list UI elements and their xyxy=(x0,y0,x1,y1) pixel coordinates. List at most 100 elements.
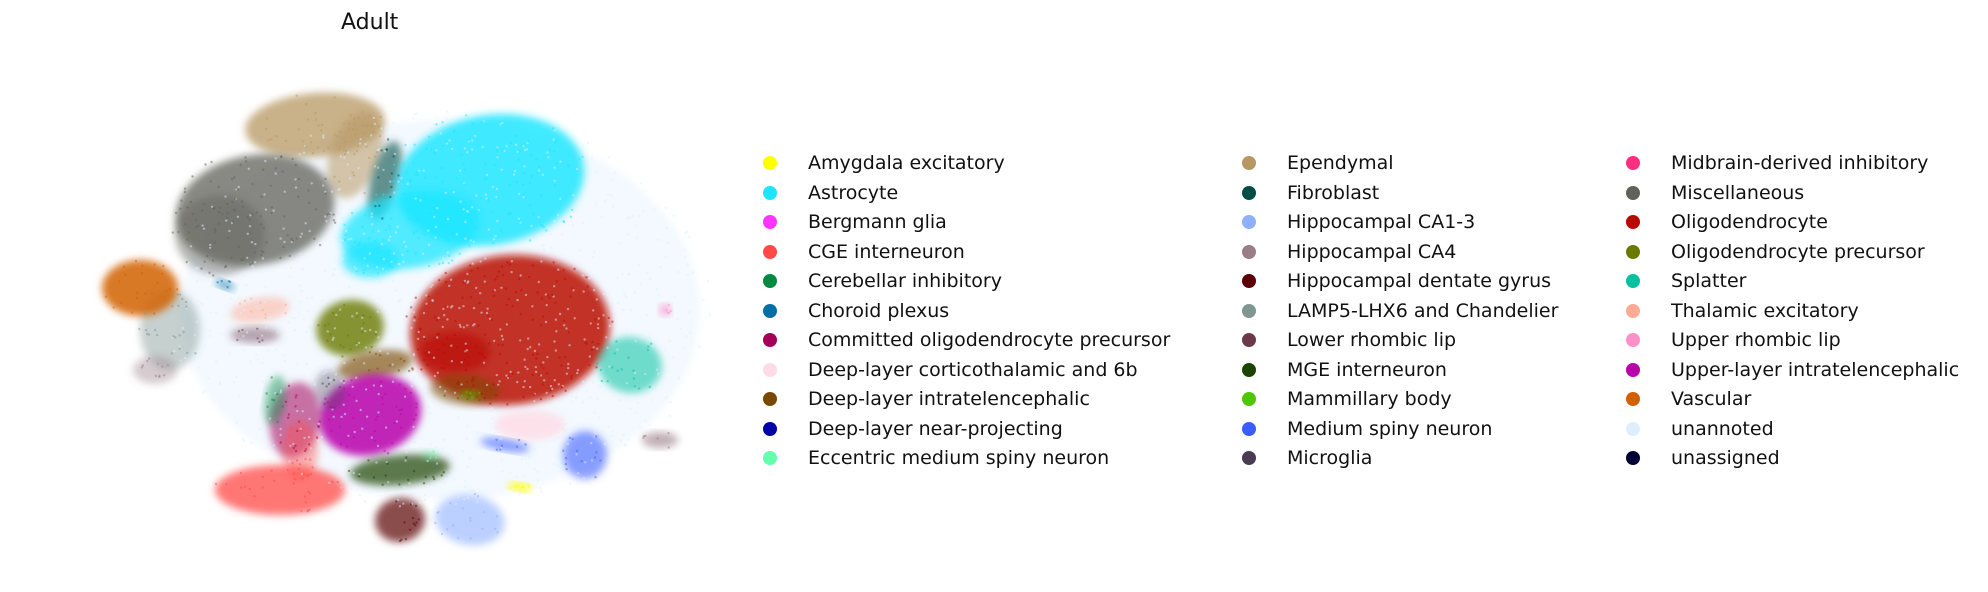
scatter-point xyxy=(393,152,397,156)
scatter-point xyxy=(585,276,588,279)
scatter-point xyxy=(332,415,335,418)
scatter-point xyxy=(339,238,343,242)
legend-label: Astrocyte xyxy=(808,181,899,204)
scatter-point xyxy=(243,349,246,352)
scatter-point xyxy=(318,420,321,423)
scatter-point xyxy=(370,215,373,218)
scatter-point xyxy=(545,303,548,307)
scatter-point xyxy=(441,144,444,148)
scatter-point xyxy=(242,274,245,277)
scatter-point xyxy=(466,151,469,154)
scatter-point xyxy=(317,324,320,327)
scatter-point xyxy=(377,336,380,339)
scatter-point xyxy=(459,169,462,172)
scatter-point xyxy=(381,267,385,270)
scatter-point xyxy=(446,251,449,254)
scatter-point xyxy=(403,521,406,524)
scatter-point xyxy=(501,338,504,341)
scatter-point xyxy=(372,116,375,120)
scatter-point xyxy=(468,264,472,267)
scatter-point xyxy=(428,412,431,415)
scatter-point xyxy=(254,242,257,246)
scatter-point xyxy=(613,171,616,174)
scatter-point xyxy=(196,266,200,270)
scatter-point xyxy=(418,328,422,331)
legend-marker xyxy=(1626,421,1640,436)
scatter-point xyxy=(446,305,449,308)
scatter-point xyxy=(628,334,631,337)
scatter-point xyxy=(429,456,432,460)
scatter-point xyxy=(644,372,647,376)
cluster-blob xyxy=(282,420,318,480)
scatter-point xyxy=(425,281,428,284)
scatter-point xyxy=(657,238,660,241)
legend-item: Midbrain-derived inhibitory xyxy=(1626,148,1928,178)
legend-item: Hippocampal CA1-3 xyxy=(1242,207,1475,237)
scatter-point xyxy=(176,293,180,296)
scatter-point xyxy=(370,134,373,137)
scatter-point xyxy=(547,156,550,159)
scatter-point xyxy=(261,339,264,342)
scatter-point xyxy=(333,406,336,409)
legend-label: Bergmann glia xyxy=(808,211,947,233)
scatter-point xyxy=(408,179,412,182)
scatter-point xyxy=(495,515,499,518)
scatter-point xyxy=(460,394,463,397)
scatter-point xyxy=(485,173,489,177)
scatter-point xyxy=(204,163,207,166)
scatter-point xyxy=(538,165,541,169)
scatter-point xyxy=(467,363,470,366)
scatter-point xyxy=(473,134,477,138)
scatter-point xyxy=(461,450,465,453)
scatter-point xyxy=(134,259,138,263)
scatter-point xyxy=(611,205,615,208)
scatter-point xyxy=(462,162,465,166)
scatter-point xyxy=(333,96,337,99)
scatter-point xyxy=(317,424,320,428)
scatter-point xyxy=(355,312,358,315)
scatter-point xyxy=(582,221,585,225)
scatter-point xyxy=(378,204,381,207)
scatter-point xyxy=(279,389,283,392)
scatter-point xyxy=(610,434,613,437)
scatter-point xyxy=(287,384,291,388)
scatter-point xyxy=(557,436,560,439)
cluster-blob xyxy=(175,195,265,275)
scatter-point xyxy=(333,327,337,330)
scatter-point xyxy=(226,286,229,289)
scatter-point xyxy=(231,177,234,181)
scatter-point xyxy=(347,238,350,241)
scatter-point xyxy=(279,391,282,394)
scatter-point xyxy=(513,169,516,173)
scatter-point xyxy=(325,220,328,223)
scatter-point xyxy=(597,342,600,346)
scatter-point xyxy=(517,217,521,220)
scatter-point xyxy=(183,223,187,226)
scatter-point xyxy=(327,146,330,150)
scatter-point xyxy=(359,408,362,412)
scatter-point xyxy=(284,470,287,474)
scatter-point xyxy=(541,383,544,386)
scatter-point xyxy=(590,441,593,445)
scatter-point xyxy=(265,241,268,244)
scatter-point xyxy=(276,420,279,424)
scatter-point xyxy=(321,382,324,385)
scatter-point xyxy=(376,166,380,169)
scatter-point xyxy=(186,351,189,355)
scatter-point xyxy=(291,157,294,161)
scatter-point xyxy=(358,241,361,244)
scatter-point xyxy=(340,415,343,419)
scatter-point xyxy=(210,311,213,314)
scatter-point xyxy=(606,346,609,349)
scatter-point xyxy=(248,487,251,491)
scatter-point xyxy=(416,213,419,216)
scatter-point xyxy=(305,145,308,148)
scatter-point xyxy=(243,284,246,287)
scatter-point xyxy=(475,194,478,197)
scatter-point xyxy=(373,122,376,126)
scatter-point xyxy=(353,430,356,434)
legend-marker xyxy=(1242,421,1256,436)
scatter-point xyxy=(262,226,265,230)
scatter-point xyxy=(545,391,548,395)
scatter-point xyxy=(226,211,229,214)
